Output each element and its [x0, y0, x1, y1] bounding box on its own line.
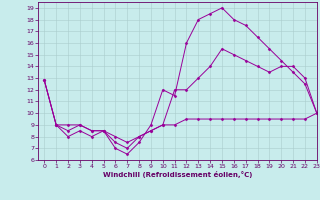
X-axis label: Windchill (Refroidissement éolien,°C): Windchill (Refroidissement éolien,°C) [103, 171, 252, 178]
